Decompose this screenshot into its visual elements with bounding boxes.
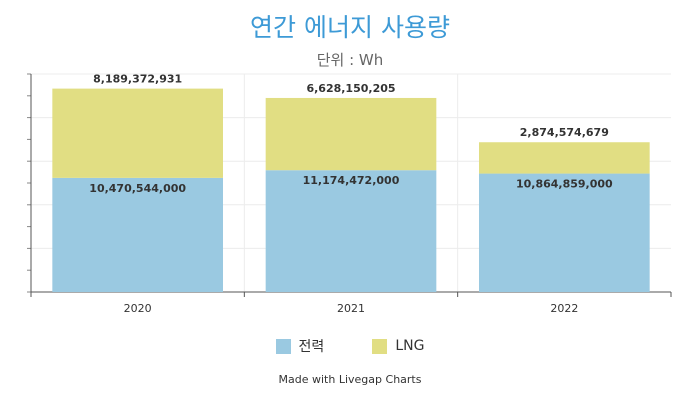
bar-electricity-2022 — [479, 173, 650, 292]
x-tick-label: 2020 — [124, 302, 152, 315]
legend-label-lng: LNG — [395, 338, 425, 354]
chart-title: 연간 에너지 사용량 — [250, 13, 450, 42]
data-label: 2,874,574,679 — [520, 126, 609, 139]
chart-subtitle: 단위 : Wh — [316, 51, 384, 69]
credit-text: Made with Livegap Charts — [278, 373, 422, 386]
legend-item-electricity[interactable]: 전력 — [275, 336, 325, 356]
bar-lng-2020 — [52, 88, 224, 178]
bar-electricity-2020 — [52, 177, 224, 292]
legend[interactable]: 전력 LNG — [0, 336, 700, 356]
data-label: 10,864,859,000 — [516, 178, 613, 191]
x-tick-label: 2022 — [550, 302, 578, 315]
data-label: 6,628,150,205 — [306, 82, 395, 95]
bar-lng-2022 — [479, 142, 650, 174]
x-tick-label: 2021 — [337, 302, 365, 315]
legend-swatch-electricity — [275, 338, 291, 354]
legend-item-lng[interactable]: LNG — [372, 336, 424, 356]
chart-plot: 10,470,544,000 8,189,372,931 2020 11,174,47… — [27, 73, 672, 315]
data-label: 8,189,372,931 — [93, 73, 182, 86]
bar-electricity-2021 — [265, 170, 437, 292]
bar-lng-2021 — [265, 97, 437, 171]
data-label: 11,174,472,000 — [303, 174, 400, 187]
legend-swatch-lng — [372, 338, 388, 354]
data-label: 10,470,544,000 — [89, 182, 186, 195]
legend-label-electricity: 전력 — [298, 339, 325, 355]
